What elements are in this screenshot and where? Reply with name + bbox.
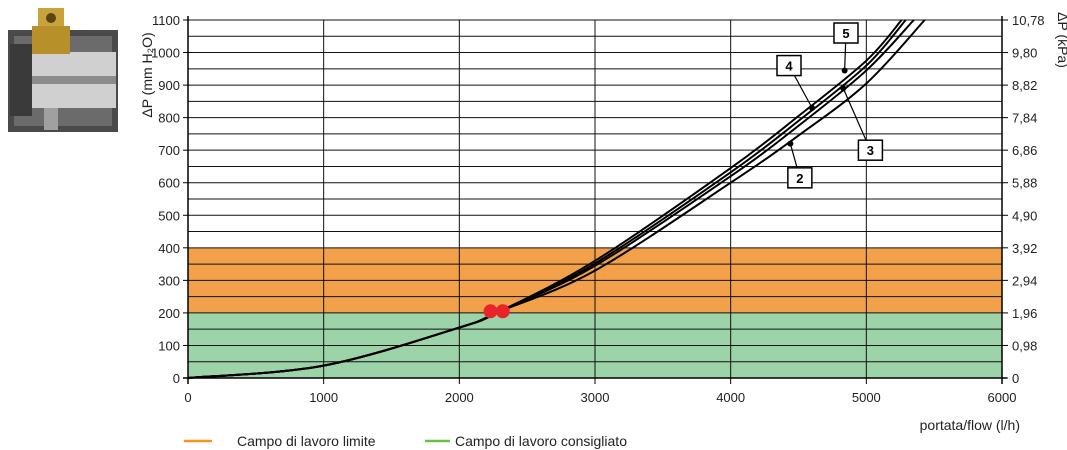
y-tick-label: 1100: [152, 13, 180, 28]
y-tick-label: 300: [158, 273, 180, 288]
y-right-tick-label: 2,94: [1012, 273, 1037, 288]
y-right-tick-label: 1,96: [1012, 306, 1037, 321]
y-tick-label: 400: [158, 241, 180, 256]
legend-label-consigliato: Campo di lavoro consigliato: [455, 433, 627, 449]
curve-label-2: 2: [796, 171, 803, 186]
curve-label-box-2: [787, 167, 813, 189]
curve-label-box-3: [857, 139, 884, 161]
y-right-tick-label: 0,98: [1012, 338, 1037, 353]
y-right-tick-label: 0: [1012, 371, 1019, 386]
y-tick-label: 200: [158, 306, 180, 321]
curve-5: [187, 19, 907, 379]
y-right-tick-label: 3,92: [1012, 241, 1037, 256]
curve-label-dot-4: [809, 104, 816, 111]
curve-label-3: 3: [867, 143, 874, 158]
curve-label-5: 5: [842, 26, 849, 41]
y-right-tick-label: 9,80: [1012, 46, 1037, 61]
y-right-tick-label: 5,88: [1012, 176, 1037, 191]
y-tick-label: 800: [158, 111, 180, 126]
valve-illustration: [8, 8, 118, 132]
curve-label-4: 4: [785, 59, 793, 74]
legend: Campo di lavoro limite Campo di lavoro c…: [184, 433, 627, 449]
y-tick-label: 0: [173, 371, 180, 386]
curve-label-dot-3: [840, 85, 847, 92]
legend-label-limite: Campo di lavoro limite: [237, 433, 376, 449]
y-axis-title: ΔP (mm H₂O): [139, 32, 155, 117]
x-tick-label: 1000: [309, 390, 338, 405]
x-tick-label: 0: [184, 390, 191, 405]
y-right-tick-label: 10,78: [1012, 13, 1045, 28]
x-tick-label: 5000: [852, 390, 881, 405]
curve-label-dot-2: [787, 140, 794, 147]
y-tick-label: 1000: [151, 46, 180, 61]
y-right-tick-label: 4,90: [1012, 208, 1037, 223]
x-tick-label: 3000: [581, 390, 610, 405]
operating-point-marker-1: [495, 304, 510, 319]
y-tick-label: 700: [158, 143, 180, 158]
x-tick-label: 6000: [988, 390, 1017, 405]
y-right-tick-label: 8,82: [1012, 78, 1037, 93]
curve-label-box-5: [833, 22, 859, 44]
x-tick-label: 2000: [445, 390, 474, 405]
y-axis-right-title: ΔP (kPa): [1055, 12, 1067, 68]
y-tick-label: 100: [158, 338, 180, 353]
x-tick-label: 4000: [716, 390, 745, 405]
operating-point-marker-0: [483, 304, 498, 319]
y-right-tick-label: 6,86: [1012, 143, 1037, 158]
curve-label-box-4: [776, 54, 802, 77]
y-right-tick-label: 7,84: [1012, 111, 1037, 126]
y-tick-label: 500: [158, 208, 180, 223]
x-axis-title: portata/flow (l/h): [920, 417, 1020, 433]
plot-area: 0 100 200 300 400 500 600 700 800 900 1000 1100 0 0,9…: [151, 13, 1044, 405]
y-tick-label: 600: [158, 176, 180, 191]
y-tick-label: 900: [158, 78, 180, 93]
curve-label-dot-5: [841, 67, 848, 74]
